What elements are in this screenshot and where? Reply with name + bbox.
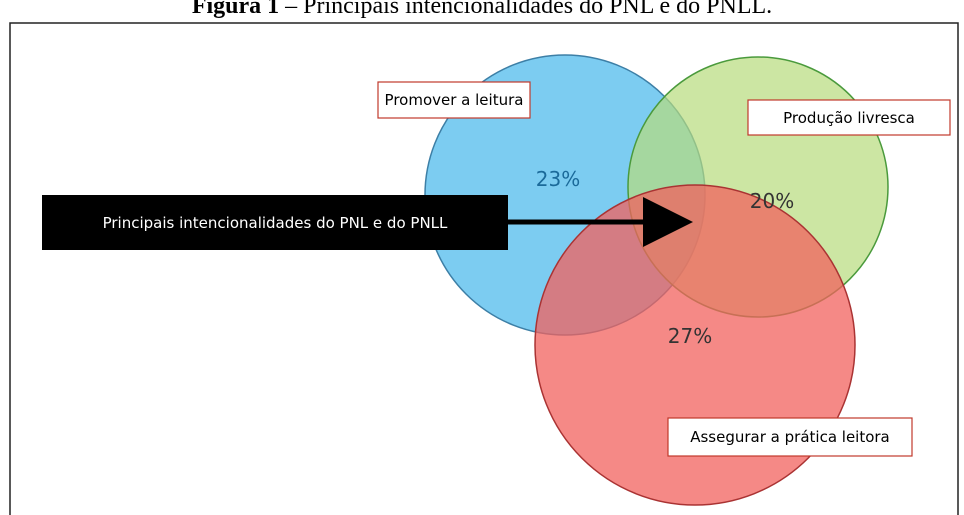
frame	[9, 22, 959, 515]
circle-label: Assegurar a prática leitora	[690, 428, 890, 446]
label-box	[667, 417, 913, 457]
percent: 23%	[536, 167, 580, 191]
center-box	[42, 195, 508, 250]
circle-label: Promover a leitura	[385, 91, 524, 109]
percent: 27%	[668, 324, 712, 348]
caption-label: Figura 1	[192, 0, 279, 19]
caption-title: – Principais intencionalidades do PNL e …	[279, 0, 772, 19]
center-label: Principais intencionalidades do PNL e do…	[103, 214, 448, 232]
circle-label: Produção livresca	[783, 109, 915, 127]
label-box	[747, 99, 951, 136]
percent: 20%	[750, 189, 794, 213]
figure-caption: Figura 1 – Principais intencionalidades …	[192, 0, 772, 19]
label-box	[377, 81, 531, 119]
